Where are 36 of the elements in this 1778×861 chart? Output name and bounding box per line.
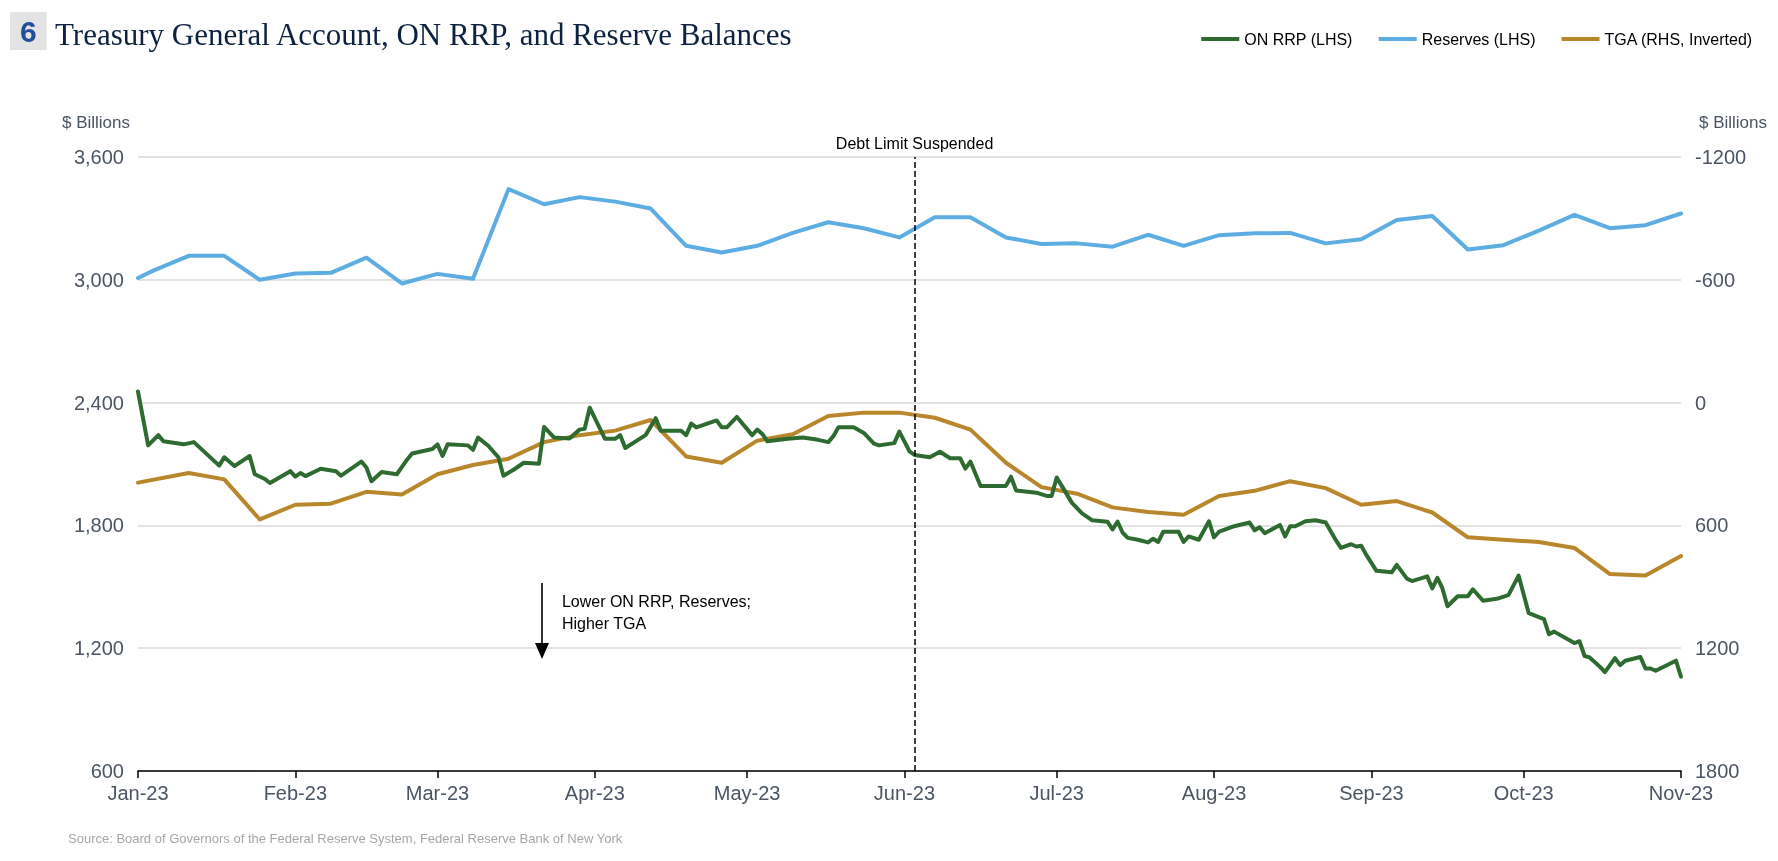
y-axis-title: $ Billions <box>62 113 131 132</box>
y-tick-label: 600 <box>90 760 124 782</box>
y-tick-label: 3,000 <box>73 268 124 291</box>
x-tick-label: Feb-23 <box>263 782 328 804</box>
x-tick-label: Jul-23 <box>1029 782 1084 804</box>
x-tick-label: Jan-23 <box>107 782 169 804</box>
y2-axis-title: $ Billions <box>1698 113 1767 132</box>
y2-tick-label: 0 <box>1695 391 1707 414</box>
y2-tick-label: -1200 <box>1695 146 1747 168</box>
line-series <box>136 410 1683 578</box>
y2-tick-label: 1200 <box>1695 637 1740 660</box>
y-tick-label: 1,800 <box>73 514 124 537</box>
x-tick-label: Sep-23 <box>1339 782 1404 804</box>
x-tick-label: Jun-23 <box>873 782 935 804</box>
y2-tick-label: -600 <box>1695 268 1736 291</box>
y-tick-label: 3,600 <box>73 146 124 168</box>
x-tick-label: Mar-23 <box>405 782 470 804</box>
legend-label: Reserves (LHS) <box>1421 30 1536 48</box>
y2-tick-label: 600 <box>1695 514 1729 537</box>
y2-tick-label: 1800 <box>1695 760 1740 782</box>
ref-line-label: Debt Limit Suspended <box>835 134 994 152</box>
x-tick-label: Apr-23 <box>564 782 625 804</box>
y-tick-label: 1,200 <box>73 637 124 660</box>
x-tick-label: Nov-23 <box>1648 782 1714 804</box>
text: 6 <box>20 14 37 48</box>
x-tick-label: Oct-23 <box>1493 782 1554 804</box>
legend-label: TGA (RHS, Inverted) <box>1604 30 1753 48</box>
y-tick-label: 2,400 <box>73 391 124 414</box>
line-series <box>136 187 1683 286</box>
x-tick-label: May-23 <box>713 782 781 804</box>
line-series <box>136 389 1683 679</box>
source-note: Source: Board of Governors of the Federal Reserve System, Federal Reserve Bank of New York <box>68 831 623 846</box>
annotation: Lower ON RRP, Reserves; Higher TGA <box>561 591 752 634</box>
chart-title: Treasury General Account, ON RRP, and Reserve Balances <box>55 17 792 52</box>
x-tick-label: Aug-23 <box>1181 782 1247 804</box>
legend-label: ON RRP (LHS) <box>1244 30 1353 48</box>
